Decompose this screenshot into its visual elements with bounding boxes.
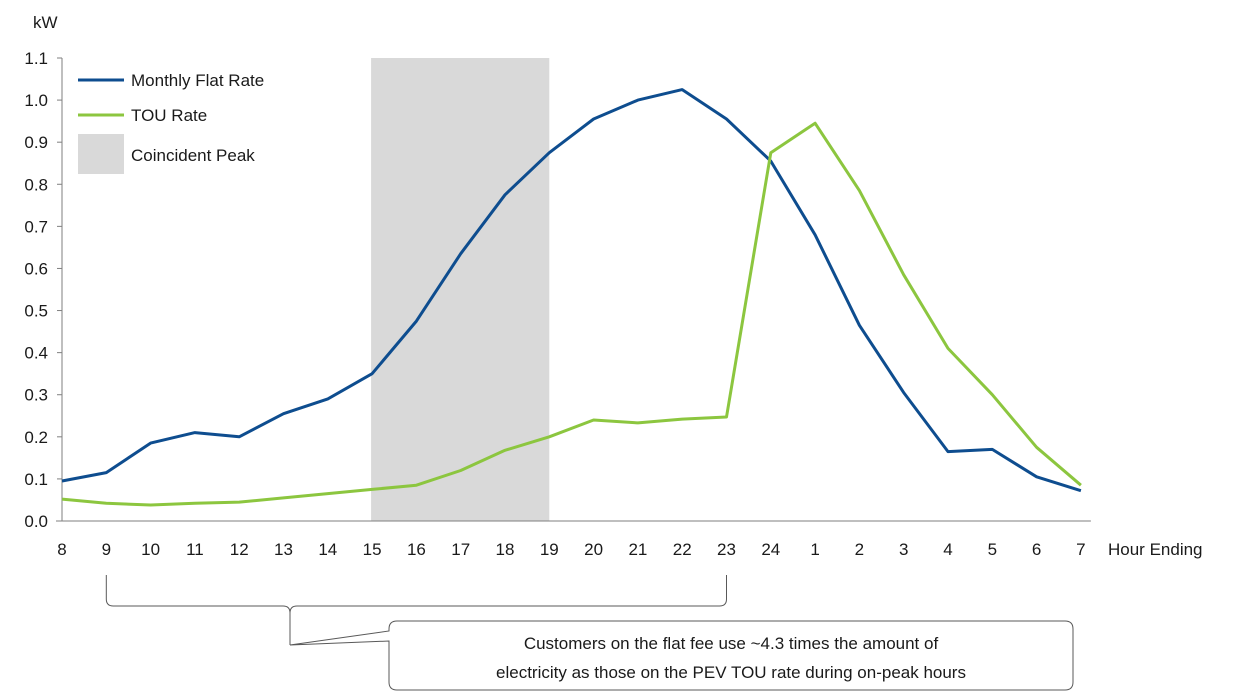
y-tick-label: 0.0 xyxy=(24,512,48,531)
x-tick-label: 11 xyxy=(186,540,204,559)
x-tick-label: 3 xyxy=(899,540,908,559)
x-tick-label: 9 xyxy=(102,540,111,559)
annotation-text-line-2: electricity as those on the PEV TOU rate… xyxy=(496,663,966,682)
x-tick-label: 7 xyxy=(1076,540,1085,559)
x-tick-label: 14 xyxy=(318,540,337,559)
annotation: Customers on the flat fee use ~4.3 times… xyxy=(105,575,1074,691)
x-tick-label: 24 xyxy=(761,540,780,559)
y-tick-label: 0.4 xyxy=(24,344,48,363)
x-tick-label: 8 xyxy=(57,540,66,559)
y-axis-ticks: 0.0 0.1 0.2 0.3 0.4 0.5 0.6 0.7 0.8 0.9 1.0 1.1 xyxy=(24,49,62,531)
annotation-text-line-1: Customers on the flat fee use ~4.3 times… xyxy=(524,634,939,653)
x-axis-title: Hour Ending xyxy=(1108,540,1203,559)
coincident-peak-region xyxy=(371,58,550,521)
x-tick-label: 22 xyxy=(673,540,692,559)
legend-label-coincident-peak: Coincident Peak xyxy=(131,146,255,165)
y-tick-label: 0.6 xyxy=(24,259,48,278)
y-tick-label: 0.7 xyxy=(24,217,48,236)
x-tick-label: 6 xyxy=(1032,540,1041,559)
y-tick-label: 0.1 xyxy=(24,470,48,489)
legend: Monthly Flat Rate TOU Rate Coincident Pe… xyxy=(78,71,264,174)
series-lines xyxy=(61,88,1082,507)
x-tick-label: 12 xyxy=(230,540,249,559)
x-axis-ticks: 8 9 10 11 12 13 14 15 16 17 18 19 20 21 22 23 24 1 2 3 4 5 6 7 xyxy=(57,540,1085,559)
x-tick-label: 1 xyxy=(810,540,819,559)
legend-swatch-coincident-peak xyxy=(78,134,124,174)
x-tick-label: 15 xyxy=(363,540,382,559)
x-tick-label: 18 xyxy=(496,540,515,559)
legend-label-monthly-flat-rate: Monthly Flat Rate xyxy=(131,71,264,90)
x-tick-label: 4 xyxy=(943,540,952,559)
y-tick-label: 1.0 xyxy=(24,91,48,110)
annotation-bracket xyxy=(105,575,727,645)
x-tick-label: 13 xyxy=(274,540,293,559)
x-tick-label: 20 xyxy=(584,540,603,559)
y-tick-label: 0.8 xyxy=(24,175,48,194)
series-line-monthly-flat-rate xyxy=(61,88,1082,493)
y-tick-label: 1.1 xyxy=(24,49,48,68)
series-line-tou-rate xyxy=(61,121,1082,507)
x-tick-label: 21 xyxy=(628,540,647,559)
x-tick-label: 16 xyxy=(407,540,426,559)
legend-label-tou-rate: TOU Rate xyxy=(131,106,207,125)
y-tick-label: 0.5 xyxy=(24,302,48,321)
x-tick-label: 2 xyxy=(855,540,864,559)
annotation-callout-box xyxy=(289,620,1074,691)
x-tick-label: 19 xyxy=(540,540,559,559)
y-tick-label: 0.3 xyxy=(24,386,48,405)
x-tick-label: 17 xyxy=(451,540,470,559)
y-tick-label: 0.9 xyxy=(24,133,48,152)
x-tick-label: 5 xyxy=(988,540,997,559)
y-tick-label: 0.2 xyxy=(24,428,48,447)
x-tick-label: 10 xyxy=(141,540,160,559)
y-axis-title: kW xyxy=(33,13,58,32)
x-tick-label: 23 xyxy=(717,540,736,559)
